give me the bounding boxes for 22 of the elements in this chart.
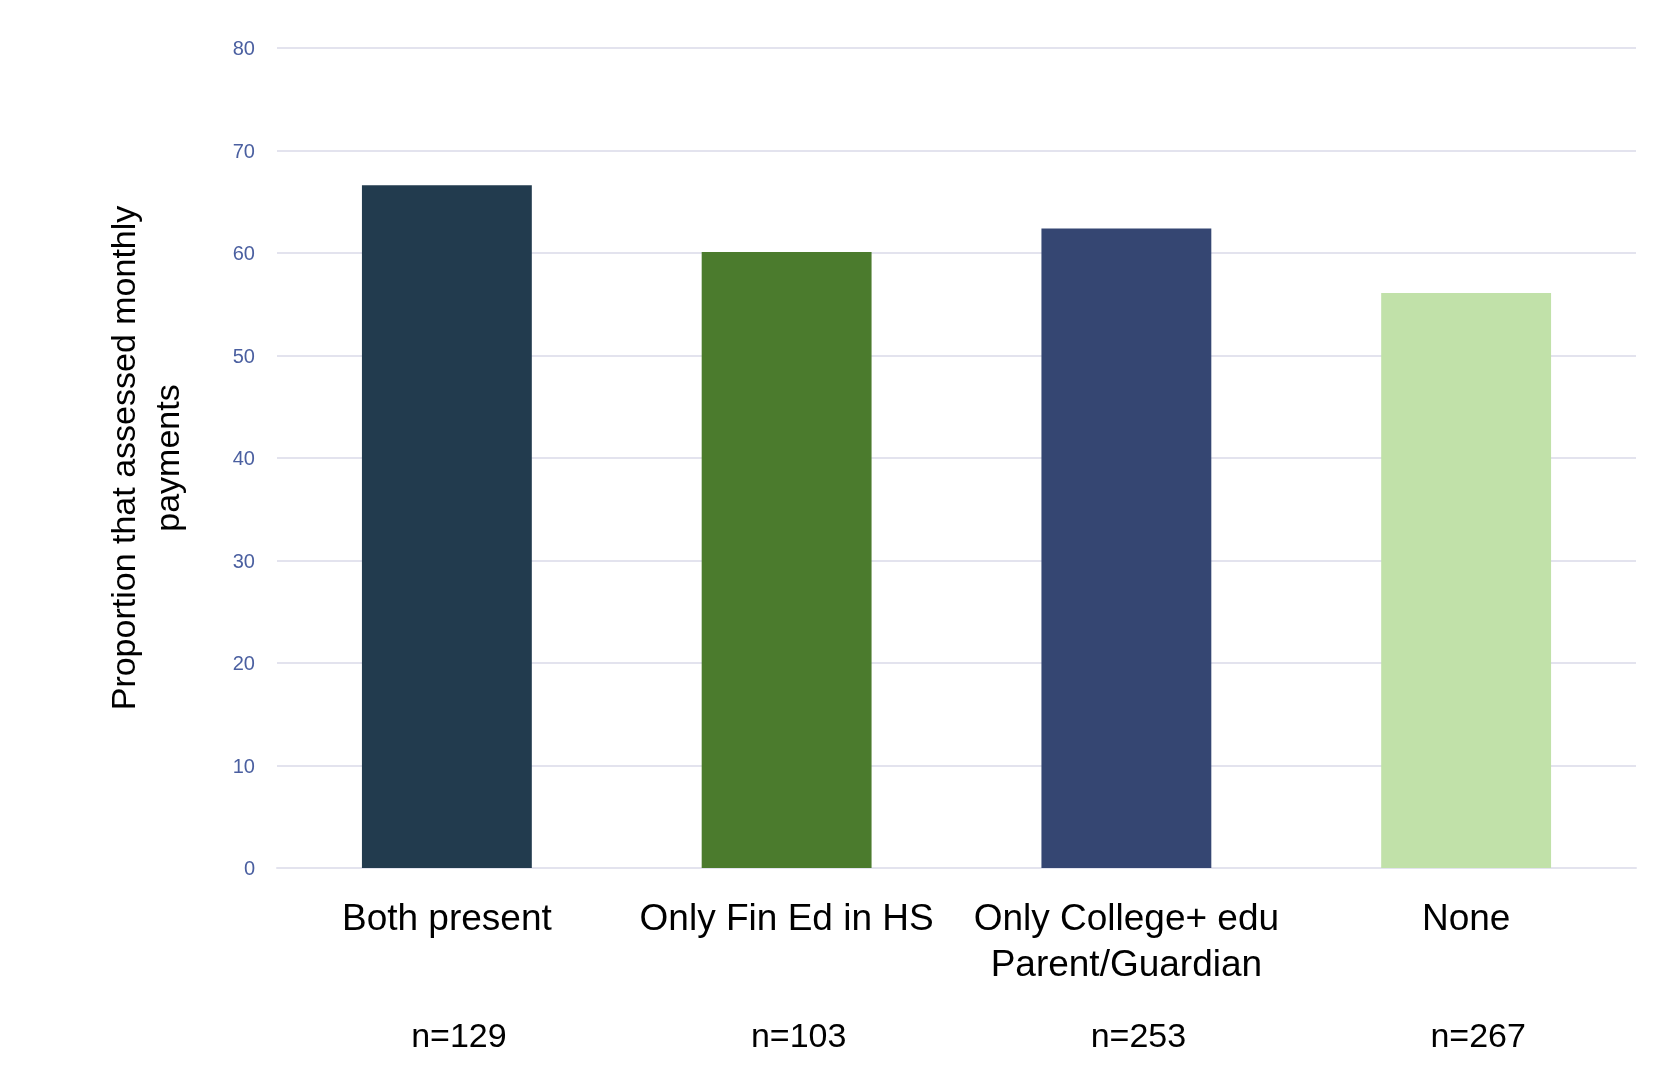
- bar: [1041, 228, 1212, 868]
- y-tick-label: 70: [232, 139, 255, 162]
- y-tick-label: 30: [232, 549, 255, 572]
- text: n=267: [1430, 1016, 1526, 1054]
- bar: [361, 185, 532, 868]
- y-tick-label: 0: [243, 857, 255, 879]
- y-tick-label: 10: [232, 754, 255, 777]
- x-tick-label: None: [1421, 896, 1511, 938]
- y-tick-label: 60: [232, 242, 255, 264]
- text: n=253: [1090, 1016, 1187, 1054]
- x-tick-label: Both present: [341, 896, 553, 938]
- x-tick-label: Only College+ edu Parent/Guardian: [973, 896, 1280, 984]
- y-tick-label: 40: [232, 447, 255, 469]
- text: n=129: [411, 1016, 507, 1054]
- y-tick-label: 80: [232, 37, 255, 59]
- y-tick-label: 50: [232, 344, 255, 367]
- y-axis-title: Proportion that assessed monthly payments: [104, 205, 186, 711]
- text: n=103: [750, 1016, 847, 1054]
- x-tick-label: Only Fin Ed in HS: [639, 896, 934, 938]
- bar: [701, 251, 872, 868]
- y-tick-label: 20: [232, 652, 255, 674]
- bar: [1381, 292, 1552, 868]
